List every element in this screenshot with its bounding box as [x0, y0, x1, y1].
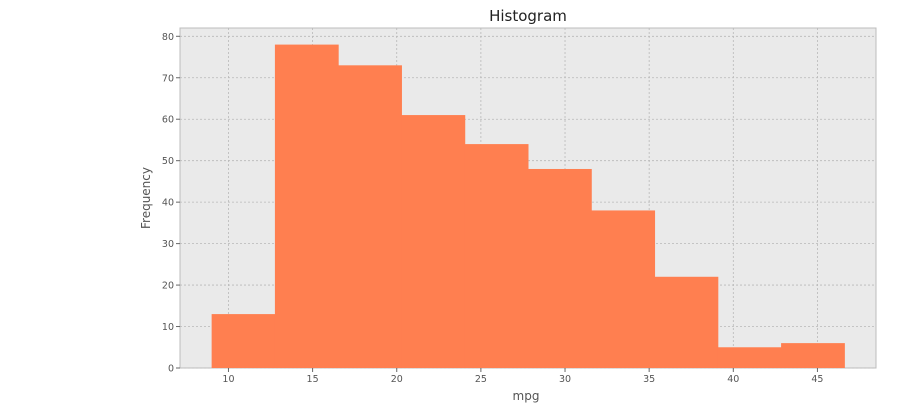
x-tick-label: 10 [222, 374, 234, 385]
x-tick-label: 15 [307, 374, 319, 385]
x-tick-label: 20 [391, 374, 403, 385]
chart-title: Histogram [489, 7, 567, 25]
y-tick-label: 70 [162, 73, 174, 84]
y-tick-label: 80 [162, 32, 174, 43]
x-tick-label: 30 [559, 374, 571, 385]
y-axis-label: Frequency [139, 167, 153, 229]
y-tick-label: 50 [162, 156, 174, 167]
y-tick-label: 0 [168, 364, 174, 375]
y-tick-label: 40 [162, 198, 174, 209]
y-tick-label: 10 [162, 322, 174, 333]
y-axis-ticks: 0 10 20 30 40 50 60 70 80 [162, 32, 180, 375]
histogram-bar [591, 210, 656, 368]
histogram-bar [781, 343, 845, 368]
x-tick-label: 25 [475, 374, 487, 385]
histogram-bar [274, 44, 339, 369]
histogram-bar [528, 168, 592, 368]
histogram-bar [464, 144, 529, 368]
histogram-bars [211, 44, 845, 369]
histogram-bar [338, 65, 402, 368]
histogram-bar [717, 347, 782, 368]
x-axis-label: mpg [513, 389, 540, 403]
x-tick-label: 40 [727, 374, 739, 385]
histogram-bar [401, 115, 466, 368]
y-tick-label: 60 [162, 115, 174, 126]
histogram-bar [654, 276, 719, 368]
y-tick-label: 20 [162, 281, 174, 292]
x-axis-ticks: 10 15 20 25 30 35 40 45 [222, 368, 823, 385]
x-tick-label: 35 [643, 374, 655, 385]
histogram-bar [211, 314, 276, 368]
x-tick-label: 45 [811, 374, 823, 385]
y-tick-label: 30 [162, 239, 174, 250]
